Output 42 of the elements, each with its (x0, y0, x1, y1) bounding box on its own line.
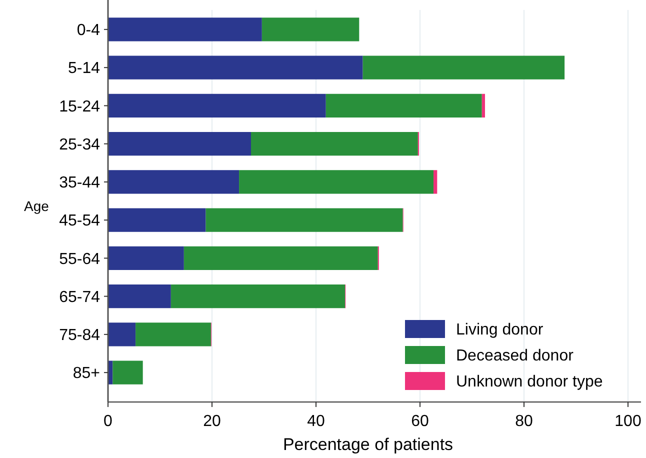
legend-label: Unknown donor type (456, 374, 603, 391)
bar (108, 208, 206, 232)
y-tick-label: 85+ (72, 365, 100, 382)
bar (262, 18, 360, 42)
bar (108, 56, 363, 80)
y-tick-label: 65-74 (59, 288, 100, 306)
y-tick-label: 15-24 (59, 98, 100, 116)
bar (170, 284, 346, 308)
x-tick-label: 100 (614, 413, 642, 430)
y-tick-label: 55-64 (59, 250, 100, 268)
x-tick-label: 0 (104, 413, 113, 430)
bar (362, 56, 565, 80)
legend-label: Living donor (456, 322, 544, 339)
x-axis-title: Percentage of patients (282, 435, 454, 454)
bar (108, 170, 240, 194)
x-tick-label: 60 (411, 413, 429, 430)
bar (326, 94, 482, 118)
bar (108, 18, 262, 42)
bar (239, 170, 434, 194)
legend-label: Deceased donor (456, 348, 574, 365)
bar (206, 208, 403, 232)
y-tick-label: 75-84 (59, 327, 100, 344)
x-tick-label: 40 (307, 413, 325, 430)
x-tick-label: 20 (203, 413, 221, 430)
y-tick-label: 35-44 (59, 174, 100, 192)
bar (136, 322, 211, 346)
bar (482, 94, 485, 118)
bar (108, 284, 171, 308)
bar (108, 246, 184, 270)
y-tick-label: 45-54 (59, 212, 100, 230)
y-tick-label: 5-14 (68, 60, 100, 78)
bar (434, 170, 438, 194)
bar (112, 360, 143, 384)
x-tick-label: 80 (515, 413, 533, 430)
y-tick-label: 25-34 (59, 136, 100, 154)
y-axis-title: Age (24, 198, 50, 214)
bar (184, 246, 378, 270)
bar (108, 322, 136, 346)
y-tick-label: 0-4 (76, 22, 100, 40)
bar (108, 132, 251, 156)
bar (251, 132, 418, 156)
bar (108, 94, 326, 118)
